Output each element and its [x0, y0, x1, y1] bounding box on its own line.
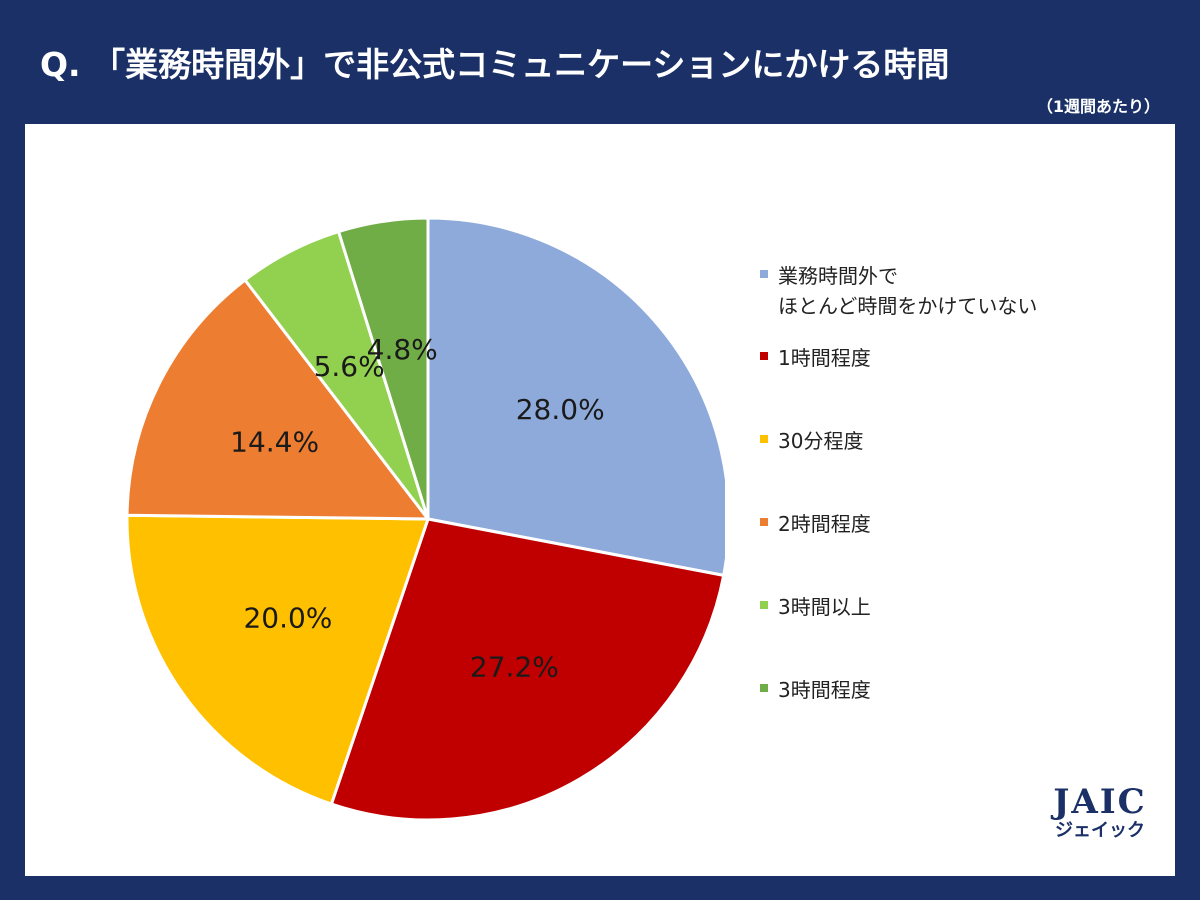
legend-label: 3時間程度: [778, 678, 871, 702]
slice-value-label: 4.8%: [367, 333, 438, 366]
page-subtitle: （1週間あたり）: [1036, 97, 1160, 116]
legend-label: 30分程度: [778, 429, 864, 453]
chart-panel: 28.0% 27.2% 20.0% 14.4% 5.6% 4.8% 業務時間外で ほとんど…: [25, 124, 1175, 876]
legend-swatch: [760, 435, 768, 443]
slice-value-label: 28.0%: [516, 393, 605, 426]
legend-item-30min: 30分程度: [760, 426, 863, 456]
legend-swatch: [760, 601, 768, 609]
logo-wordmark: JAIC: [1053, 782, 1147, 822]
legend-label: 1時間程度: [778, 346, 871, 370]
pie-slice: [426, 216, 725, 577]
pie-slice: [329, 517, 725, 822]
legend-swatch: [760, 270, 768, 278]
logo-subtext: ジェイック: [1055, 820, 1145, 841]
legend-item-3hours-plus: 3時間以上: [760, 592, 871, 622]
pie-slice: [125, 513, 430, 806]
page-title: Q. 「業務時間外」で非公式コミュニケーションにかける時間: [40, 45, 950, 84]
legend-label: 業務時間外で ほとんど時間をかけていない: [778, 264, 1038, 318]
slice-value-label: 27.2%: [470, 651, 559, 684]
legend-item-3hours: 3時間程度: [760, 675, 871, 705]
legend-swatch: [760, 352, 768, 360]
legend-label: 2時間程度: [778, 512, 871, 536]
legend-item-none: 業務時間外で ほとんど時間をかけていない: [760, 261, 1037, 321]
legend-swatch: [760, 518, 768, 526]
jaic-logo: JAIC ジェイック: [1045, 784, 1155, 842]
legend-item-1hour: 1時間程度: [760, 343, 871, 373]
pie-chart: 28.0% 27.2% 20.0% 14.4% 5.6%4.8%: [125, 216, 725, 822]
slice-value-label: 20.0%: [243, 602, 332, 635]
slice-value-label: 5.6%: [314, 350, 385, 383]
legend-item-2hours: 2時間程度: [760, 509, 871, 539]
legend-label: 3時間以上: [778, 595, 871, 619]
pie-slice: [125, 278, 430, 521]
legend-swatch: [760, 684, 768, 692]
pie-slice: [337, 216, 430, 521]
slice-value-label: 14.4%: [230, 426, 319, 459]
